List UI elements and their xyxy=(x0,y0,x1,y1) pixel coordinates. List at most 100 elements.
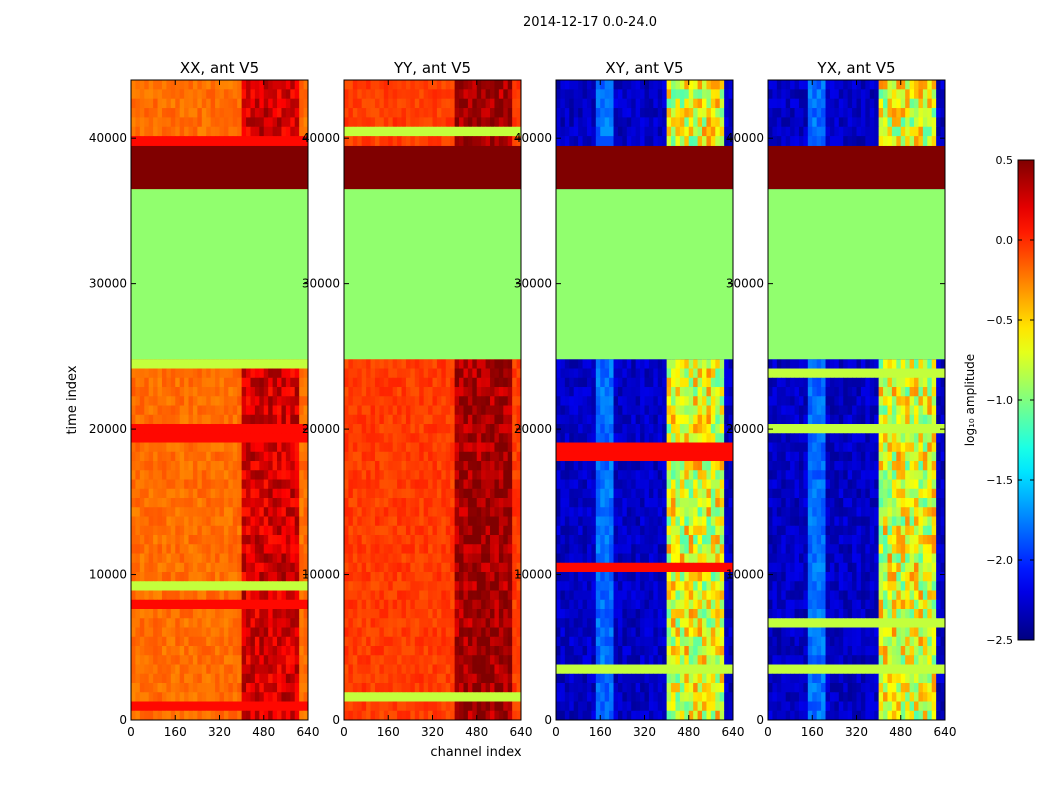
heatmap-cell xyxy=(702,377,707,388)
heatmap-cell xyxy=(374,368,380,379)
heatmap-cell xyxy=(494,80,500,90)
heatmap-cell xyxy=(578,525,584,536)
heatmap-cell xyxy=(268,405,274,416)
heatmap-cell xyxy=(259,544,265,555)
heatmap-cell xyxy=(635,516,641,527)
heatmap-cell xyxy=(450,710,456,721)
heatmap-cell xyxy=(719,525,725,536)
heatmap-cell xyxy=(179,396,185,407)
heatmap-cell xyxy=(428,451,433,462)
heatmap-cell xyxy=(512,451,518,462)
heatmap-cell xyxy=(139,451,145,462)
heatmap-cell xyxy=(397,572,403,582)
heatmap-cell xyxy=(135,636,141,647)
heatmap-cell xyxy=(241,627,247,638)
heatmap-cell xyxy=(582,609,588,619)
heatmap-cell xyxy=(294,451,300,462)
heatmap-cell xyxy=(383,470,389,481)
heatmap-cell xyxy=(436,80,442,90)
heatmap-cell xyxy=(688,581,694,592)
heatmap-cell xyxy=(481,405,487,416)
heatmap-cell xyxy=(503,627,509,638)
heatmap-cell xyxy=(476,636,482,647)
heatmap-cell xyxy=(481,599,487,610)
heatmap-cell xyxy=(595,581,601,592)
heatmap-cell xyxy=(285,664,291,675)
heatmap-cell xyxy=(573,525,579,536)
heatmap-cell xyxy=(635,535,641,545)
heatmap-cell xyxy=(366,590,372,601)
heatmap-cell xyxy=(454,692,460,703)
heatmap-cell xyxy=(361,405,367,416)
heatmap-cell xyxy=(294,461,300,471)
heatmap-cell xyxy=(232,479,238,490)
heatmap-cell xyxy=(374,618,380,629)
heatmap-cell xyxy=(604,562,610,573)
heatmap-cell xyxy=(263,599,269,610)
heatmap-cell xyxy=(591,359,597,370)
heatmap-cell xyxy=(490,396,495,407)
heatmap-cell xyxy=(666,451,672,462)
heatmap-cell xyxy=(516,572,522,582)
heatmap-cell xyxy=(135,525,141,536)
heatmap-cell xyxy=(179,590,185,601)
heatmap-cell xyxy=(728,433,734,444)
heatmap-cell xyxy=(175,673,181,684)
heatmap-cell xyxy=(595,470,601,481)
heatmap-cell xyxy=(609,377,615,388)
heatmap-cell xyxy=(662,414,668,425)
heatmap-cell xyxy=(210,126,216,137)
heatmap-cell xyxy=(423,98,429,109)
y-tick-label: 0 xyxy=(119,713,127,727)
heatmap-cell xyxy=(459,98,464,109)
heatmap-cell xyxy=(507,507,513,518)
heatmap-cell xyxy=(591,627,597,638)
heatmap-cell xyxy=(294,655,300,666)
heatmap-cell xyxy=(432,80,438,90)
heatmap-cell xyxy=(197,655,203,666)
heatmap-cell xyxy=(613,479,619,490)
heatmap-cell xyxy=(414,387,420,397)
heatmap-cell xyxy=(348,655,354,666)
heatmap-cell xyxy=(697,405,703,416)
heatmap-cell xyxy=(463,387,469,397)
heatmap-cell xyxy=(210,553,216,564)
heatmap-cell xyxy=(392,627,398,638)
heatmap-cell xyxy=(702,516,707,527)
heatmap-cell xyxy=(161,126,167,137)
heatmap-cell xyxy=(626,535,632,545)
heatmap-cell xyxy=(423,396,429,407)
heatmap-cell xyxy=(188,377,194,388)
heatmap-cell xyxy=(512,516,518,527)
heatmap-cell xyxy=(131,581,136,592)
heatmap-cell xyxy=(250,479,256,490)
heatmap-cell xyxy=(268,692,274,703)
heatmap-cell xyxy=(157,414,163,425)
heatmap-cell xyxy=(268,507,274,518)
heatmap-cell xyxy=(268,424,274,434)
heatmap-cell xyxy=(157,673,163,684)
heatmap-cell xyxy=(281,581,287,592)
heatmap-cell xyxy=(397,655,403,666)
heatmap-cell xyxy=(268,98,274,109)
heatmap-cell xyxy=(357,479,363,490)
heatmap-cell xyxy=(285,470,291,481)
heatmap-cell xyxy=(564,544,570,555)
heatmap-cell xyxy=(578,618,584,629)
heatmap-cell xyxy=(348,498,354,508)
heatmap-cell xyxy=(472,673,478,684)
heatmap-cell xyxy=(564,405,570,416)
heatmap-cell xyxy=(662,599,668,610)
heatmap-cell xyxy=(423,80,429,90)
heatmap-cell xyxy=(635,507,641,518)
heatmap-cell xyxy=(622,544,628,555)
heatmap-cell xyxy=(414,80,420,90)
heatmap-cell xyxy=(277,405,282,416)
heatmap-cell xyxy=(246,359,251,370)
heatmap-cell xyxy=(653,451,659,462)
heatmap-cell xyxy=(294,516,300,527)
heatmap-cell xyxy=(595,405,601,416)
heatmap-cell xyxy=(219,461,225,471)
heatmap-cell xyxy=(635,581,641,592)
heatmap-cell xyxy=(591,581,597,592)
